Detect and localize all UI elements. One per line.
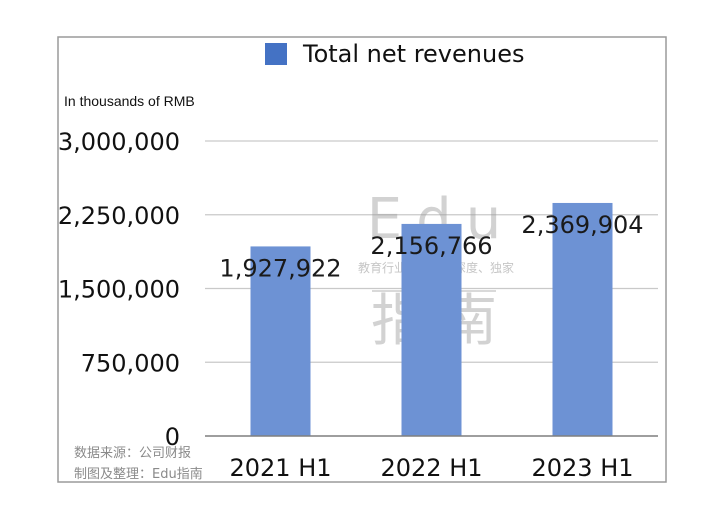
- y-tick-label: 2,250,000: [58, 202, 180, 230]
- legend-swatch: [265, 43, 287, 65]
- source-line-2: 制图及整理：Edu指南: [74, 466, 203, 482]
- x-axis-ticks: 2021 H1 2022 H1 2023 H1: [229, 454, 633, 482]
- bar: [401, 223, 462, 436]
- y-tick-label: 0: [165, 423, 180, 451]
- data-labels: 1,927,922 2,156,766 2,369,904: [219, 211, 643, 282]
- y-axis-ticks: 0 750,000 1,500,000 2,250,000 3,000,000: [58, 128, 180, 451]
- data-label: 2,369,904: [521, 211, 643, 239]
- x-tick-label: 2022 H1: [380, 454, 482, 482]
- source-note: 数据来源：公司财报 制图及整理：Edu指南: [74, 446, 203, 482]
- y-tick-label: 750,000: [81, 349, 180, 377]
- source-line-1: 数据来源：公司财报: [74, 446, 191, 461]
- legend-label: Total net revenues: [302, 40, 524, 68]
- bar: [552, 202, 613, 436]
- unit-label: In thousands of RMB: [64, 93, 195, 109]
- x-tick-label: 2023 H1: [531, 454, 633, 482]
- bar: [250, 246, 311, 436]
- data-label: 2,156,766: [370, 232, 492, 260]
- y-tick-label: 3,000,000: [58, 128, 180, 156]
- y-tick-label: 1,500,000: [58, 276, 180, 304]
- x-tick-label: 2021 H1: [229, 454, 331, 482]
- data-label: 1,927,922: [219, 254, 341, 282]
- legend: Total net revenues: [265, 40, 524, 68]
- bars: [250, 202, 613, 436]
